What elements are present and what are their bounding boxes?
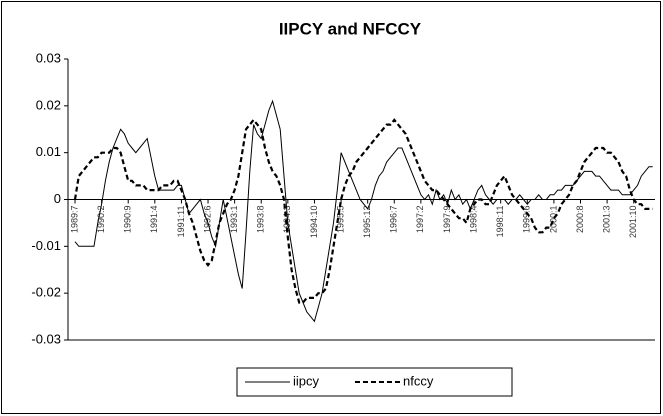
x-tick-label: 1993:8 [256, 206, 266, 234]
x-tick-label: 1991:11 [176, 206, 186, 238]
x-tick-label: 1995:12 [362, 206, 372, 239]
x-tick-label: 1998:11 [495, 206, 505, 238]
y-tick-label: 0.03 [36, 50, 61, 65]
x-tick-label: 1993:1 [229, 206, 239, 234]
x-tick-label: 1991:4 [149, 206, 159, 234]
y-tick-label: 0 [54, 191, 61, 206]
series-line [74, 99, 653, 323]
x-tick-label: 2001:10 [628, 206, 638, 239]
y-tick-label: 0.01 [36, 144, 61, 159]
y-tick-label: 0.02 [36, 97, 61, 112]
x-tick-label: 2000:8 [575, 206, 585, 234]
legend-label: iipcy [293, 373, 320, 388]
y-tick-label: -0.03 [31, 331, 61, 346]
x-tick-label: 2001:3 [601, 206, 611, 234]
x-tick-label: 1990:9 [123, 206, 133, 234]
x-tick-label: 2000:1 [548, 206, 558, 234]
series-line [73, 118, 653, 304]
x-tick-label: 1995:5 [335, 206, 345, 234]
x-tick-label: 1997:2 [415, 206, 425, 234]
x-tick-label: 1992:6 [202, 206, 212, 234]
legend-label: nfccy [403, 373, 434, 388]
x-tick-label: 1998:4 [468, 206, 478, 234]
x-tick-label: 1999:6 [522, 206, 532, 234]
y-tick-label: -0.01 [31, 238, 61, 253]
x-tick-label: 1997:9 [442, 206, 452, 234]
x-tick-label: 1994:10 [309, 206, 319, 239]
chart-title: IIPCY and NFCCY [279, 19, 422, 38]
x-tick-label: 1996:7 [389, 206, 399, 234]
y-tick-label: -0.02 [31, 285, 61, 300]
x-tick-label: 1989:7 [69, 206, 79, 234]
x-tick-label: 1990:2 [96, 206, 106, 234]
